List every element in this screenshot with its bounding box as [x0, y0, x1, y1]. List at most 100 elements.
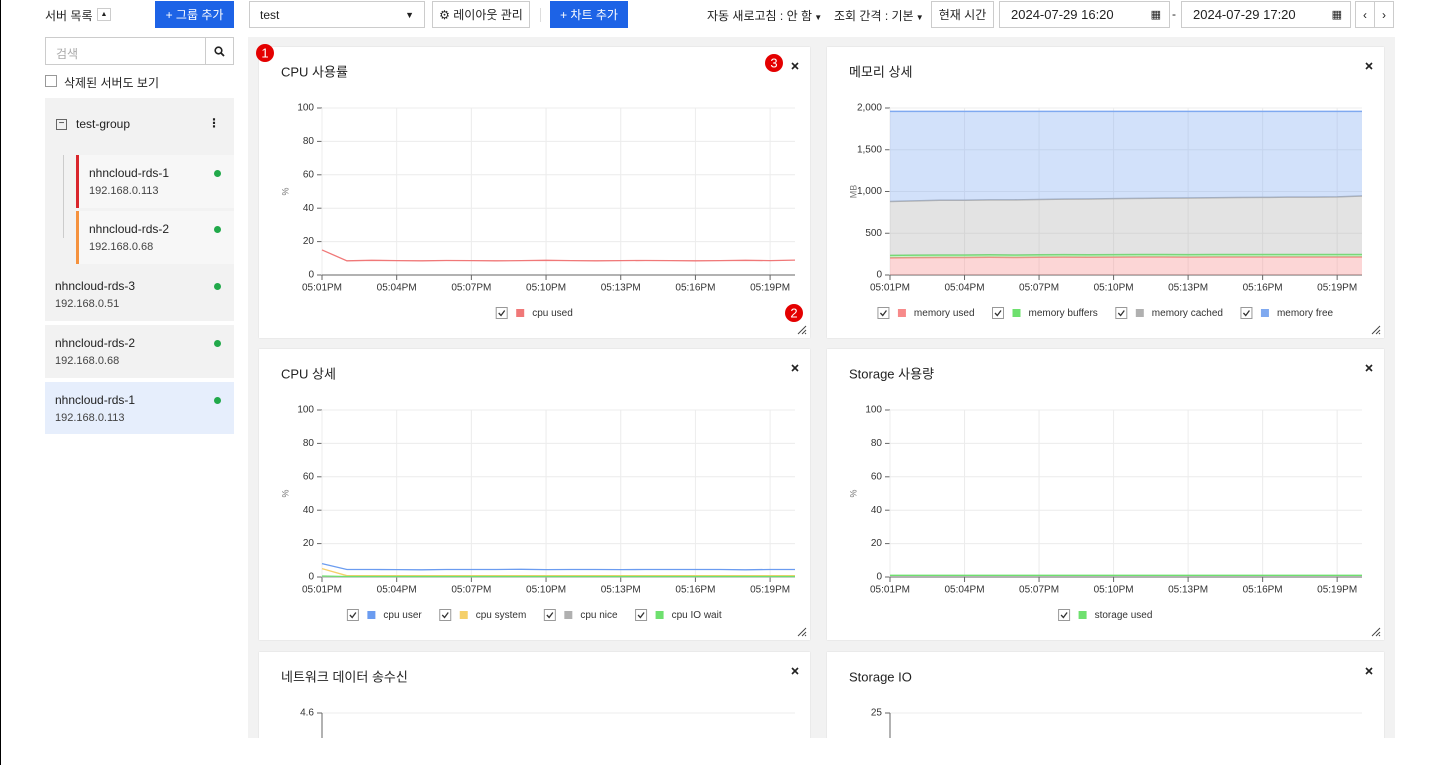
sidebar-title: 서버 목록	[45, 9, 93, 23]
chart-title: CPU 사용률	[281, 64, 348, 79]
x-tick-label: 05:04PM	[377, 283, 417, 294]
line	[321, 575, 795, 578]
add-chart[interactable]: + 차트 추가	[550, 1, 628, 28]
legend-item[interactable]: cpu used	[495, 307, 573, 320]
now-button[interactable]: 현재 시간	[931, 1, 994, 28]
y-axis-label: %	[280, 187, 290, 195]
group-toggle[interactable]: −	[56, 119, 67, 130]
interval[interactable]: 조회 간격 : 기본 ▼	[834, 7, 924, 24]
close[interactable]	[1365, 62, 1373, 70]
y-tick-label: 60	[303, 169, 315, 180]
auto-refresh[interactable]: 자동 새로고침 : 안 함 ▼	[707, 7, 822, 24]
legend-item[interactable]: memory free	[1240, 307, 1334, 320]
legend-swatch	[1078, 611, 1087, 619]
server-ip: 192.168.0.68	[55, 355, 120, 367]
server-card[interactable]: nhncloud-rds-3 192.168.0.51	[45, 268, 234, 321]
chart-title: 네트워크 데이터 송수신	[281, 669, 408, 684]
legend-label: cpu user	[383, 610, 422, 621]
start-date[interactable]: 2024-07-29 16:20 ▦	[999, 1, 1170, 28]
layout-manage[interactable]: ⚙ 레이아웃 관리	[432, 1, 530, 28]
area-line	[889, 195, 1363, 203]
close[interactable]	[1365, 667, 1373, 675]
legend-label: memory free	[1277, 308, 1334, 319]
server-name: nhncloud-rds-2	[55, 336, 136, 350]
server-card[interactable]: nhncloud-rds-2 192.168.0.68	[76, 211, 234, 264]
y-tick-label: 40	[871, 505, 883, 516]
x-tick-label: 05:13PM	[601, 283, 641, 294]
server-card[interactable]: nhncloud-rds-2 192.168.0.68	[45, 325, 234, 378]
server-name: nhncloud-rds-1	[89, 166, 170, 180]
legend: storage used	[1058, 609, 1153, 622]
status	[214, 226, 221, 233]
legend-item[interactable]: storage used	[1058, 609, 1153, 622]
end-date[interactable]: 2024-07-29 17:20 ▦	[1181, 1, 1351, 28]
legend-item[interactable]: cpu user	[346, 609, 422, 622]
legend-item[interactable]: cpu system	[439, 609, 527, 622]
add-group[interactable]: + 그룹 추가	[155, 1, 234, 28]
legend-item[interactable]: memory buffers	[992, 307, 1098, 320]
legend-item[interactable]: cpu nice	[543, 609, 618, 622]
legend-swatch	[655, 611, 664, 619]
y-tick-label: 80	[871, 438, 883, 449]
close[interactable]	[791, 62, 799, 70]
legend-checkbox	[495, 307, 508, 319]
resize	[797, 325, 807, 335]
close-line	[791, 364, 799, 372]
legend-label: cpu system	[476, 610, 527, 621]
x-tick-label: 05:10PM	[526, 585, 566, 596]
group-menu[interactable]: ⋮	[208, 116, 220, 130]
close[interactable]	[791, 667, 799, 675]
checkbox[interactable]	[45, 75, 57, 87]
legend-checkbox	[635, 609, 648, 621]
y-tick-label: 500	[865, 228, 882, 239]
server-name: nhncloud-rds-3	[55, 279, 136, 293]
collapse[interactable]: ▲	[97, 8, 111, 21]
y-tick-label: 0	[876, 270, 882, 281]
status	[214, 397, 221, 404]
x-tick-label: 05:16PM	[1243, 585, 1283, 596]
tree-line	[63, 155, 64, 238]
auto-refresh-label: 자동 새로고침 : 안 함	[707, 9, 812, 23]
y-tick-label: 60	[871, 471, 883, 482]
resize-line	[1371, 627, 1381, 637]
y-tick-label: 25	[871, 708, 883, 719]
close[interactable]	[791, 364, 799, 372]
resize-line	[1378, 634, 1381, 637]
x-tick-label: 05:13PM	[1168, 585, 1208, 596]
resize-line	[801, 329, 807, 335]
prev[interactable]: ‹	[1355, 1, 1375, 28]
server-ip: 192.168.0.113	[55, 412, 125, 424]
legend-item[interactable]: memory cached	[1115, 307, 1223, 320]
x-tick-label: 05:07PM	[1019, 283, 1059, 294]
y-tick-label: 20	[303, 538, 315, 549]
x-tick-label: 05:01PM	[870, 283, 910, 294]
chart-panel: CPU 상세 0 20 40 60 80 100% 05:01PM 05:04PM 05:07PM…	[259, 349, 810, 640]
group-name: test-group	[76, 117, 131, 131]
calendar: ▦	[1150, 9, 1161, 21]
legend-checkbox	[1240, 307, 1253, 319]
next[interactable]: ›	[1374, 1, 1394, 28]
server-card-selected[interactable]: nhncloud-rds-1 192.168.0.113	[45, 382, 234, 434]
search-button[interactable]	[205, 38, 233, 64]
chart: Storage IO 25	[849, 667, 1373, 738]
legend-check	[637, 612, 645, 619]
legend-checkbox	[877, 307, 890, 319]
x-tick-label: 05:10PM	[1094, 585, 1134, 596]
legend-item[interactable]: cpu IO wait	[635, 609, 722, 622]
chart-title: CPU 상세	[281, 366, 336, 381]
chart: CPU 사용률 0 20 40 60 80 100% 05:01PM 05:04PM 05:07P…	[280, 62, 807, 335]
server-card[interactable]: nhncloud-rds-1 192.168.0.113	[76, 155, 234, 208]
resize	[1371, 627, 1381, 637]
close[interactable]	[1365, 364, 1373, 372]
legend: cpu used	[495, 307, 573, 320]
legend-item[interactable]: memory used	[877, 307, 975, 320]
start-label: 2024-07-29 16:20	[1011, 7, 1114, 22]
y-tick-label: 20	[303, 236, 315, 247]
legend: cpu user cpu system cpu nice cpu IO wait	[346, 609, 722, 622]
x-tick-label: 05:07PM	[451, 585, 491, 596]
x-tick-label: 05:04PM	[377, 585, 417, 596]
search-icon	[214, 45, 225, 57]
search[interactable]: 검색	[45, 37, 234, 65]
chart: CPU 상세 0 20 40 60 80 100% 05:01PM 05:04PM 05:07PM…	[280, 364, 807, 637]
layout-select[interactable]: test ▼	[249, 1, 425, 28]
